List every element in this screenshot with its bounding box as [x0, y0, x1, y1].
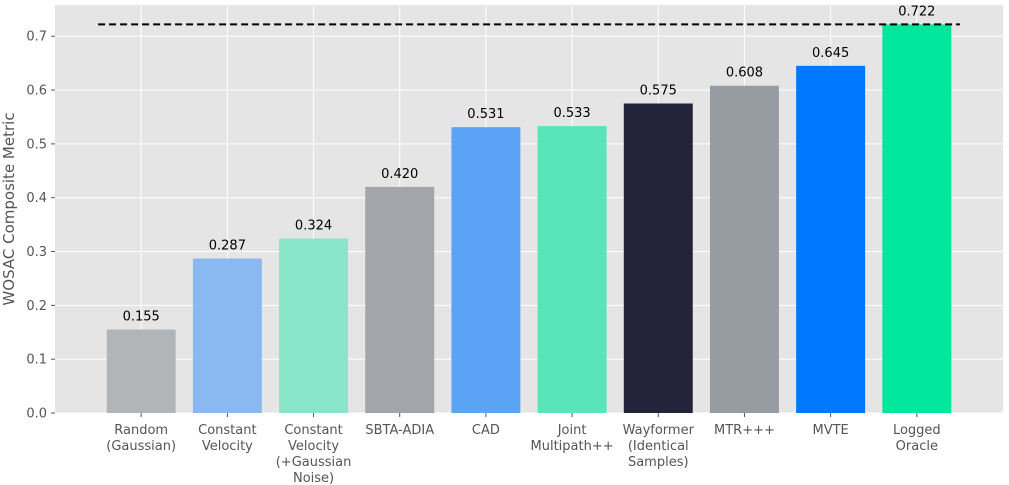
- x-tick-label: Wayformer: [623, 423, 695, 438]
- y-tick-label: 0.2: [26, 299, 47, 314]
- x-tick-label: Logged: [893, 423, 941, 438]
- bar: [882, 24, 952, 413]
- data-label: 0.155: [123, 310, 160, 325]
- bar: [279, 238, 349, 413]
- bar: [192, 258, 262, 413]
- x-tick-label: Random: [114, 423, 168, 438]
- bar: [623, 103, 693, 414]
- x-tick-label: Oracle: [896, 439, 938, 454]
- x-tick-label: Constant: [198, 423, 256, 438]
- bar: [106, 329, 176, 413]
- y-tick-label: 0.1: [26, 353, 47, 368]
- x-tick-label: (Identical: [628, 439, 689, 454]
- data-label: 0.722: [898, 4, 935, 19]
- data-label: 0.608: [726, 66, 763, 81]
- x-tick-label: Constant: [284, 423, 342, 438]
- x-tick-label: Samples): [628, 455, 689, 470]
- y-tick-label: 0.3: [26, 245, 47, 260]
- x-tick-label: CAD: [472, 423, 500, 438]
- x-tick-label: SBTA-ADIA: [365, 423, 434, 438]
- bar: [796, 65, 866, 414]
- x-tick-label: (+Gaussian: [276, 455, 352, 470]
- data-label: 0.324: [295, 219, 332, 234]
- data-label: 0.531: [467, 107, 504, 122]
- y-tick-label: 0.0: [26, 407, 47, 422]
- data-label: 0.533: [553, 106, 590, 121]
- x-tick-label: (Gaussian): [106, 439, 176, 454]
- data-label: 0.420: [381, 167, 418, 182]
- y-axis-label: WOSAC Composite Metric: [0, 112, 18, 305]
- y-tick-label: 0.7: [26, 30, 47, 45]
- y-tick-label: 0.4: [26, 191, 47, 206]
- y-tick-label: 0.5: [26, 137, 47, 152]
- bar: [451, 127, 521, 414]
- x-tick-label: Noise): [293, 471, 334, 485]
- x-tick-label: MVTE: [813, 423, 849, 438]
- x-tick-label: Velocity: [288, 439, 339, 454]
- x-tick-label: Multipath++: [531, 439, 614, 454]
- bar: [365, 186, 435, 413]
- data-label: 0.287: [209, 239, 246, 254]
- x-tick-label: Velocity: [202, 439, 253, 454]
- bar: [537, 126, 607, 413]
- data-label: 0.575: [640, 84, 677, 99]
- x-tick-label: MTR+++: [714, 423, 775, 438]
- bar: [709, 85, 779, 414]
- x-tick-label: Joint: [557, 423, 587, 438]
- data-label: 0.645: [812, 46, 849, 61]
- y-tick-label: 0.6: [26, 84, 47, 99]
